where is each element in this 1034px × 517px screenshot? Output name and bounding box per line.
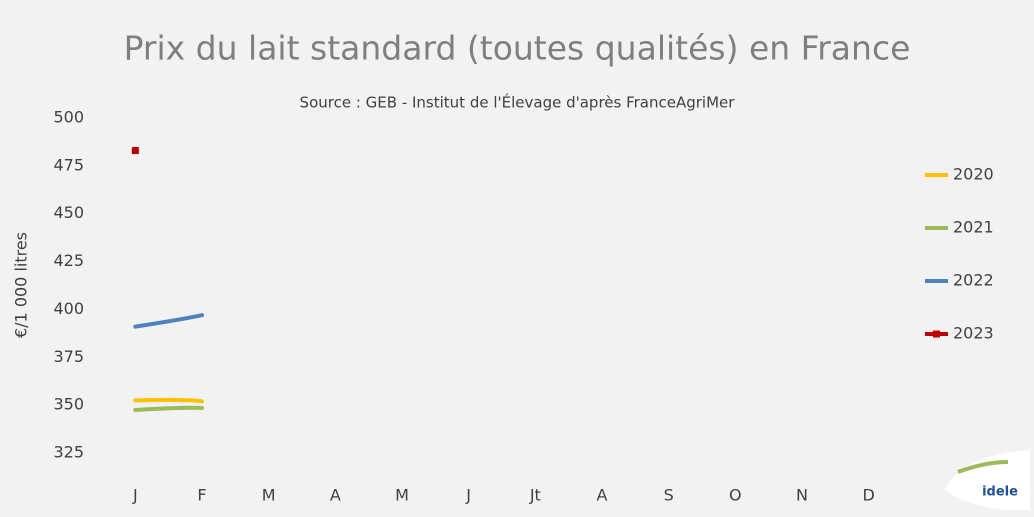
y-tick-label: 325 xyxy=(53,443,84,462)
series-line xyxy=(133,397,204,404)
chart-subtitle: Source : GEB - Institut de l'Élevage d'a… xyxy=(300,93,736,112)
logo-text: idele xyxy=(982,485,1018,500)
series-line xyxy=(133,405,204,412)
legend-marker xyxy=(933,330,940,338)
legend-label: 2021 xyxy=(953,218,994,237)
legend-label: 2020 xyxy=(953,165,994,184)
y-tick-label: 375 xyxy=(53,347,84,366)
y-tick-label: 400 xyxy=(53,299,84,318)
x-tick-label: N xyxy=(796,486,808,505)
series-line xyxy=(133,313,204,329)
x-tick-label: F xyxy=(197,486,206,505)
logo: idele xyxy=(945,450,1030,511)
x-tick-label: O xyxy=(729,486,742,505)
logo-shape xyxy=(945,450,1030,511)
logo-swoosh xyxy=(957,460,1009,474)
legend-label: 2023 xyxy=(953,324,994,343)
y-tick-label: 425 xyxy=(53,251,84,270)
legend-label: 2022 xyxy=(953,271,994,290)
x-tick-label: A xyxy=(330,486,341,505)
x-tick-label: M xyxy=(262,486,276,505)
x-tick-label: M xyxy=(395,486,409,505)
y-tick-label: 475 xyxy=(53,155,84,174)
x-tick-label: J xyxy=(132,486,138,505)
series-marker xyxy=(131,147,139,155)
y-tick-label: 450 xyxy=(53,203,84,222)
x-tick-label: J xyxy=(465,486,471,505)
y-axis-label: €/1 000 litres xyxy=(12,232,31,338)
y-tick-label: 350 xyxy=(53,395,84,414)
x-tick-label: A xyxy=(597,486,608,505)
x-tick-label: D xyxy=(863,486,875,505)
chart-title: Prix du lait standard (toutes qualités) … xyxy=(124,29,911,68)
x-tick-label: Jt xyxy=(529,486,541,505)
x-tick-label: S xyxy=(664,486,674,505)
y-tick-label: 500 xyxy=(53,108,84,127)
